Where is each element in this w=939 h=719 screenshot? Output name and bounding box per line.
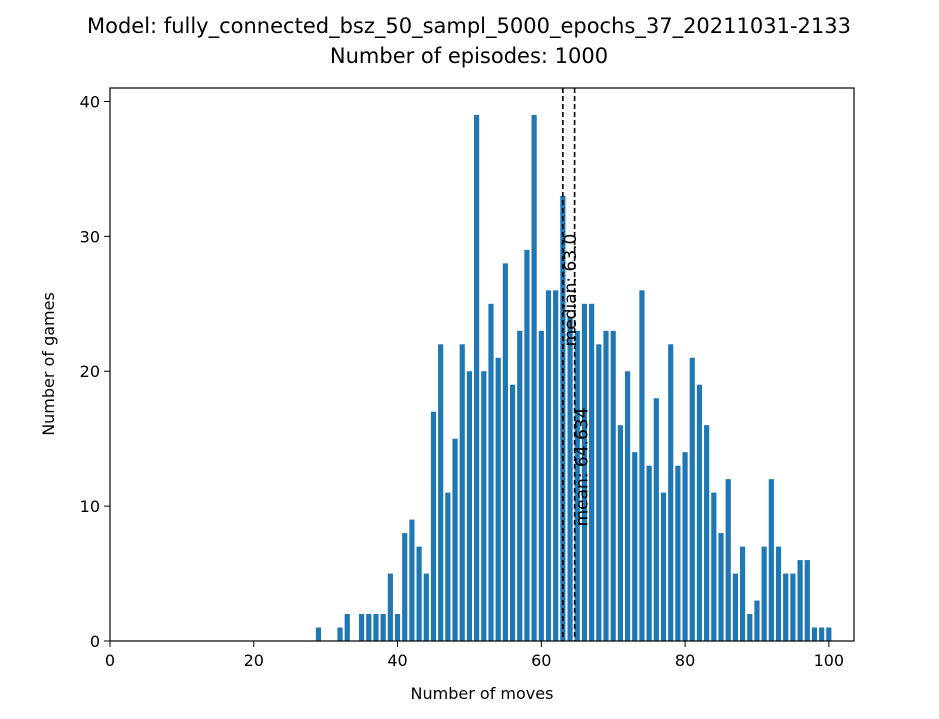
y-tick-label: 20 — [80, 362, 100, 381]
histogram-bar — [797, 560, 803, 641]
histogram-bar — [653, 398, 659, 641]
histogram-bar — [466, 371, 473, 641]
histogram-bar — [754, 600, 760, 641]
y-tick-label: 40 — [80, 92, 100, 111]
histogram-bar — [402, 533, 408, 641]
histogram-bar — [438, 344, 444, 641]
histogram-bar — [531, 114, 537, 642]
histogram-bar — [790, 573, 796, 641]
histogram-bar — [632, 452, 638, 641]
histogram-bar — [775, 546, 782, 641]
histogram-bar — [517, 330, 523, 641]
histogram-bar — [725, 479, 731, 641]
histogram-bar — [387, 573, 393, 641]
x-axis-label: Number of moves — [411, 684, 554, 703]
histogram-bar — [639, 290, 645, 641]
histogram-bar — [711, 492, 717, 641]
bars-group — [315, 114, 832, 642]
histogram-bar — [337, 627, 343, 641]
y-tick-label: 10 — [80, 497, 100, 516]
x-tick-label: 80 — [675, 651, 695, 670]
y-tick-label: 0 — [90, 632, 100, 651]
y-axis-label: Number of games — [39, 292, 58, 436]
histogram-bar — [596, 344, 602, 641]
histogram-bar — [826, 627, 832, 641]
histogram-bar — [718, 533, 724, 641]
histogram-bar — [819, 627, 825, 641]
histogram-bar — [739, 546, 746, 641]
histogram-bar — [660, 492, 667, 641]
histogram-bar — [610, 330, 616, 641]
histogram-bar — [574, 330, 580, 641]
histogram-bar — [581, 303, 588, 641]
histogram-bar — [768, 479, 774, 641]
histogram-bar — [617, 425, 623, 641]
y-axis-ticks: 0 10 20 30 40 — [80, 92, 110, 651]
x-tick-label: 60 — [531, 651, 551, 670]
x-tick-label: 40 — [387, 651, 407, 670]
histogram-bar — [811, 627, 818, 641]
histogram-bar — [430, 411, 437, 641]
histogram-bar — [624, 371, 631, 641]
histogram-bar — [538, 330, 544, 641]
histogram-bar — [366, 614, 372, 641]
histogram-bar — [783, 573, 789, 641]
histogram-bar — [553, 290, 559, 641]
histogram-bar — [409, 519, 415, 641]
histogram-bar — [524, 249, 530, 641]
histogram-bar — [488, 303, 494, 641]
mean-label: mean: 64.634 — [573, 408, 593, 527]
histogram-bar — [452, 438, 458, 641]
histogram-bar — [502, 263, 508, 641]
histogram-bar — [589, 303, 595, 641]
histogram-bar — [689, 357, 695, 641]
histogram-bar — [459, 344, 465, 641]
median-label: median: 63.0 — [561, 234, 581, 347]
histogram-bar — [481, 371, 487, 641]
histogram-bar — [747, 614, 753, 641]
chart-subtitle: Number of episodes: 1000 — [330, 44, 608, 68]
x-tick-label: 100 — [814, 651, 845, 670]
histogram-bar — [416, 546, 422, 641]
histogram-bar — [696, 384, 703, 641]
histogram-bar — [495, 357, 501, 641]
histogram-bar — [445, 492, 451, 641]
histogram-bar — [359, 614, 365, 641]
reference-lines: median: 63.0 mean: 64.634 — [561, 88, 593, 641]
histogram-bar — [646, 465, 652, 641]
x-tick-label: 20 — [244, 651, 264, 670]
y-tick-label: 30 — [80, 227, 100, 246]
chart-title: Model: fully_connected_bsz_50_sampl_5000… — [87, 14, 851, 39]
histogram-bar — [682, 452, 688, 641]
histogram-bar — [804, 560, 810, 641]
histogram-bar — [509, 384, 516, 641]
plot-frame — [109, 87, 855, 642]
histogram-bar — [545, 290, 552, 641]
x-tick-label: 0 — [105, 651, 115, 670]
histogram-bar — [567, 317, 573, 641]
histogram-bar — [474, 114, 480, 642]
histogram-bar — [704, 425, 710, 641]
histogram-bar — [344, 614, 350, 641]
x-axis-ticks: 0 20 40 60 80 100 — [105, 641, 844, 670]
histogram-bar — [732, 573, 738, 641]
histogram-bar — [423, 573, 429, 641]
histogram-bar — [761, 546, 767, 641]
histogram-bar — [373, 614, 379, 641]
histogram-bar — [394, 614, 401, 641]
histogram-bar — [380, 614, 386, 641]
histogram-bar — [668, 344, 674, 641]
histogram-bar — [315, 627, 322, 641]
histogram-bar — [603, 330, 609, 641]
histogram-bar — [675, 465, 681, 641]
